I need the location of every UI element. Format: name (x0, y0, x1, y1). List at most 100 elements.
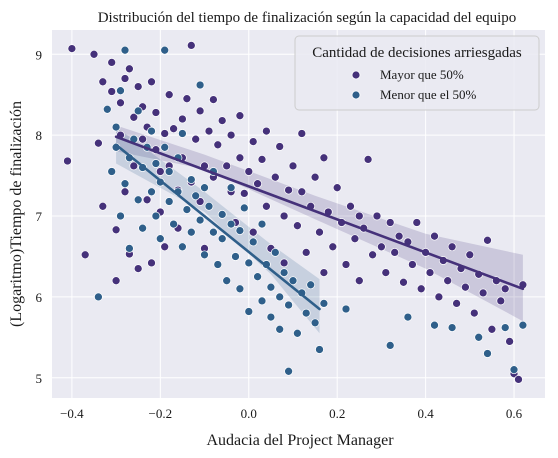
data-point-series-1 (226, 130, 236, 140)
data-point-series-2 (275, 292, 285, 302)
legend-marker-series-1 (351, 70, 361, 80)
data-point-series-1 (461, 282, 470, 292)
data-point-series-1 (297, 187, 307, 197)
data-point-series-2 (483, 349, 492, 358)
data-point-series-1 (319, 268, 329, 277)
data-point-series-1 (89, 49, 99, 59)
data-point-series-2 (279, 268, 289, 277)
data-point-series-1 (244, 167, 254, 176)
data-point-series-2 (107, 167, 117, 176)
data-point-series-1 (301, 248, 311, 257)
data-point-series-2 (147, 126, 156, 136)
data-point-series-1 (377, 242, 386, 252)
data-point-series-2 (306, 280, 316, 290)
data-point-series-1 (390, 248, 400, 257)
trend-lines (114, 135, 525, 311)
data-point-series-1 (416, 284, 426, 294)
data-point-series-2 (244, 258, 254, 268)
data-point-series-2 (178, 129, 187, 138)
data-point-series-2 (133, 106, 143, 116)
data-point-series-1 (111, 276, 121, 286)
y-axis-label: (Logaritmo)Tiempo de finalización (8, 101, 25, 327)
data-point-series-2 (248, 237, 258, 247)
x-tick-label: 0.0 (241, 406, 257, 421)
data-point-series-1 (514, 375, 523, 384)
data-point-series-1 (394, 231, 404, 241)
data-point-series-1 (465, 250, 475, 260)
data-point-series-1 (434, 292, 444, 302)
data-point-series-2 (284, 300, 293, 310)
data-point-series-2 (178, 242, 187, 252)
data-point-series-1 (129, 112, 139, 122)
data-point-series-2 (209, 227, 218, 237)
data-point-series-2 (200, 250, 209, 260)
data-point-series-2 (138, 223, 147, 233)
data-point-series-1 (98, 77, 108, 87)
data-point-series-1 (385, 218, 395, 227)
data-point-series-1 (487, 324, 497, 334)
data-point-series-1 (288, 161, 298, 171)
data-point-series-2 (217, 210, 227, 219)
data-point-series-2 (266, 282, 276, 292)
data-point-series-1 (354, 276, 364, 286)
data-point-series-2 (164, 167, 174, 176)
data-point-series-1 (315, 227, 324, 237)
data-point-series-2 (284, 366, 293, 376)
data-point-series-2 (116, 211, 125, 221)
data-point-series-1 (191, 134, 201, 144)
y-tick-labels: 5 6 7 8 9 (36, 47, 43, 386)
data-point-series-1 (142, 195, 152, 205)
x-tick-label: −0.4 (60, 406, 84, 421)
data-point-series-1 (372, 211, 382, 221)
data-point-series-2 (226, 183, 236, 193)
data-point-series-1 (248, 227, 258, 237)
data-point-series-1 (182, 94, 192, 104)
data-point-series-1 (120, 187, 130, 197)
data-point-series-2 (120, 45, 130, 55)
data-point-series-1 (399, 277, 408, 287)
data-point-series-2 (102, 104, 112, 114)
data-point-series-1 (412, 218, 422, 227)
legend-label-series-1: Mayor que 50% (380, 67, 464, 82)
data-point-series-1 (155, 167, 165, 176)
data-point-series-1 (262, 201, 271, 211)
data-point-series-2 (155, 234, 165, 244)
chart-title: Distribución del tiempo de finalización … (98, 10, 517, 26)
confidence-band-series-2 (116, 127, 320, 334)
data-point-series-1 (107, 58, 117, 67)
data-point-series-2 (191, 191, 201, 201)
data-point-series-1 (186, 41, 196, 50)
data-point-series-1 (350, 234, 360, 244)
data-point-series-1 (80, 250, 90, 260)
data-point-series-1 (120, 74, 130, 83)
data-point-series-1 (195, 106, 205, 116)
data-point-series-1 (452, 299, 461, 308)
data-point-series-1 (235, 111, 245, 121)
legend-title: Cantidad de decisiones arriesgadas (312, 45, 522, 61)
data-point-series-2 (160, 142, 170, 152)
data-point-series-1 (111, 225, 121, 235)
legend: Cantidad de decisiones arriesgadas Mayor… (294, 35, 540, 111)
data-point-series-1 (270, 172, 280, 182)
data-point-series-1 (408, 260, 417, 269)
data-point-series-1 (151, 108, 161, 117)
data-point-series-2 (120, 179, 130, 189)
data-point-series-2 (315, 345, 324, 354)
data-point-series-1 (164, 90, 174, 100)
y-tick-label: 5 (36, 371, 43, 386)
data-point-series-1 (195, 197, 205, 206)
data-point-series-1 (129, 161, 139, 171)
data-point-series-2 (403, 312, 413, 322)
data-point-series-1 (505, 337, 514, 346)
data-point-series-1 (133, 82, 143, 91)
data-point-series-1 (346, 201, 355, 211)
data-point-series-2 (257, 219, 267, 229)
data-point-series-1 (279, 211, 289, 221)
data-point-series-2 (164, 197, 174, 206)
data-point-series-2 (275, 324, 285, 334)
data-point-series-2 (204, 201, 214, 211)
data-point-series-2 (226, 219, 236, 229)
data-point-series-2 (239, 203, 249, 213)
data-point-series-1 (107, 87, 117, 96)
data-point-series-2 (195, 215, 205, 225)
